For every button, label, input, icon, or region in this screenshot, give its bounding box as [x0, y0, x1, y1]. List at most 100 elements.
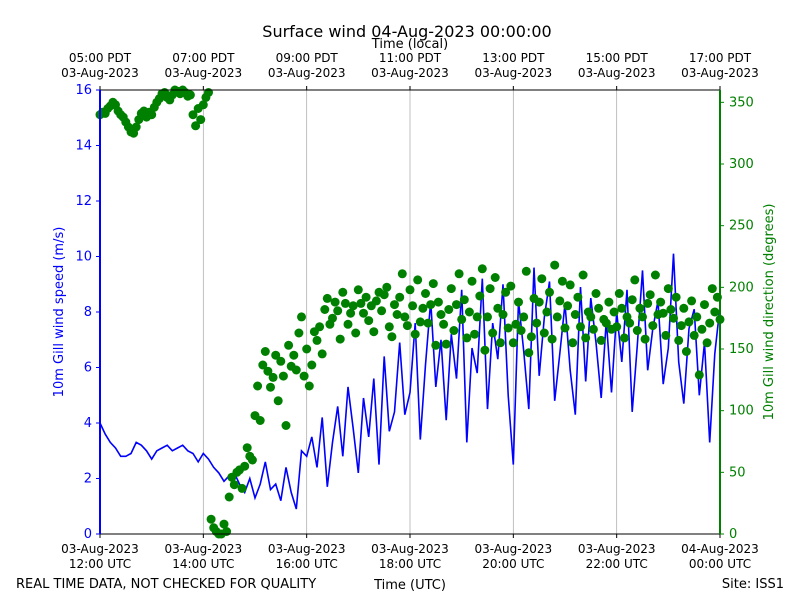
wind-direction-point	[340, 298, 350, 308]
wind-direction-point	[351, 328, 361, 338]
wind-direction-point	[294, 328, 304, 338]
wind-direction-point	[542, 307, 552, 317]
wind-direction-point	[488, 328, 498, 338]
wind-direction-point	[539, 328, 549, 338]
top-axis-label: Time (local)	[371, 37, 448, 52]
wind-direction-point	[627, 295, 637, 305]
wind-direction-point	[423, 318, 433, 328]
wind-direction-point	[547, 334, 557, 344]
wind-direction-point	[648, 321, 658, 331]
wind-direction-point	[485, 284, 495, 294]
wind-direction-point	[322, 293, 332, 303]
wind-direction-point	[276, 356, 286, 366]
wind-direction-point	[222, 527, 232, 536]
wind-direction-point	[464, 307, 474, 317]
left-tick-label: 6	[84, 361, 92, 376]
wind-direction-point	[666, 305, 676, 314]
wind-direction-point	[297, 312, 306, 322]
wind-direction-point	[413, 275, 423, 285]
wind-direction-point	[568, 338, 578, 348]
wind-direction-point	[557, 276, 567, 286]
wind-direction-point	[240, 461, 250, 471]
wind-direction-point	[418, 303, 428, 313]
wind-direction-point	[266, 382, 275, 392]
wind-direction-point	[591, 289, 601, 298]
right-tick-label: 300	[729, 157, 754, 172]
wind-direction-point	[441, 339, 451, 349]
wind-direction-point	[433, 297, 443, 307]
wind-direction-point	[511, 319, 521, 329]
wind-direction-point	[514, 297, 523, 307]
right-axis-label: 10m Gill wind direction (degrees)	[762, 204, 777, 421]
right-tick-label: 250	[729, 219, 754, 234]
wind-direction-point	[537, 274, 547, 284]
wind-direction-point	[601, 318, 611, 328]
wind-direction-point	[382, 282, 392, 292]
wind-direction-point	[281, 421, 291, 430]
wind-direction-point	[271, 350, 281, 360]
wind-direction-point	[702, 338, 712, 348]
wind-direction-point	[596, 335, 606, 345]
wind-direction-point	[521, 266, 531, 276]
wind-direction-point	[402, 321, 412, 331]
wind-direction-point	[444, 305, 454, 314]
wind-direction-point	[284, 340, 294, 350]
wind-direction-point	[560, 323, 570, 333]
wind-direction-point	[343, 319, 353, 329]
wind-direction-point	[356, 298, 366, 308]
wind-direction-point	[206, 514, 216, 524]
wind-direction-point	[506, 281, 516, 291]
top-tick-date: 03-Aug-2023	[371, 66, 449, 80]
wind-direction-point	[594, 303, 604, 313]
wind-direction-point	[490, 273, 500, 282]
wind-direction-point	[188, 110, 198, 120]
wind-direction-point	[426, 300, 436, 310]
wind-direction-point	[619, 333, 629, 343]
right-tick-label: 150	[729, 342, 754, 357]
wind-direction-point	[612, 322, 622, 332]
wind-direction-point	[576, 322, 585, 332]
wind-direction-point	[638, 312, 647, 322]
wind-direction-point	[645, 290, 655, 300]
wind-direction-point	[694, 370, 704, 380]
wind-direction-point	[635, 303, 645, 313]
wind-direction-point	[604, 297, 614, 307]
bottom-tick-time: 16:00 UTC	[276, 557, 338, 571]
wind-direction-point	[353, 285, 363, 295]
wind-direction-point	[185, 90, 195, 100]
wind-direction-point	[710, 307, 720, 317]
wind-direction-point	[658, 308, 668, 318]
wind-direction-point	[328, 313, 337, 323]
right-tick-label: 50	[729, 465, 746, 480]
wind-direction-point	[588, 324, 598, 334]
wind-direction-point	[470, 329, 480, 339]
wind-direction-point	[346, 308, 356, 318]
bottom-tick-date: 03-Aug-2023	[165, 542, 243, 556]
right-tick-label: 100	[729, 404, 754, 419]
wind-direction-point	[454, 269, 464, 279]
wind-direction-point	[480, 345, 490, 355]
wind-direction-point	[563, 301, 573, 311]
chart-title: Surface wind 04-Aug-2023 00:00:00	[262, 22, 551, 41]
top-tick-time: 07:00 PDT	[172, 51, 235, 65]
wind-direction-point	[524, 348, 534, 358]
wind-direction-point	[519, 312, 529, 322]
right-tick-label: 200	[729, 280, 754, 295]
wind-direction-point	[684, 317, 694, 327]
wind-direction-point	[364, 316, 374, 326]
wind-direction-point	[400, 312, 410, 322]
footer-quality-note: REAL TIME DATA, NOT CHECKED FOR QUALITY	[16, 577, 316, 592]
right-tick-label: 350	[729, 95, 754, 110]
wind-direction-point	[661, 330, 671, 340]
wind-direction-point	[609, 307, 619, 317]
wind-direction-point	[131, 122, 141, 132]
wind-direction-point	[302, 344, 312, 354]
wind-direction-point	[428, 279, 438, 289]
wind-direction-point	[338, 287, 348, 297]
wind-direction-point	[198, 100, 208, 110]
wind-direction-point	[555, 296, 565, 306]
wind-direction-point	[705, 318, 715, 328]
wind-direction-point	[268, 372, 278, 382]
wind-direction-point	[397, 269, 407, 279]
